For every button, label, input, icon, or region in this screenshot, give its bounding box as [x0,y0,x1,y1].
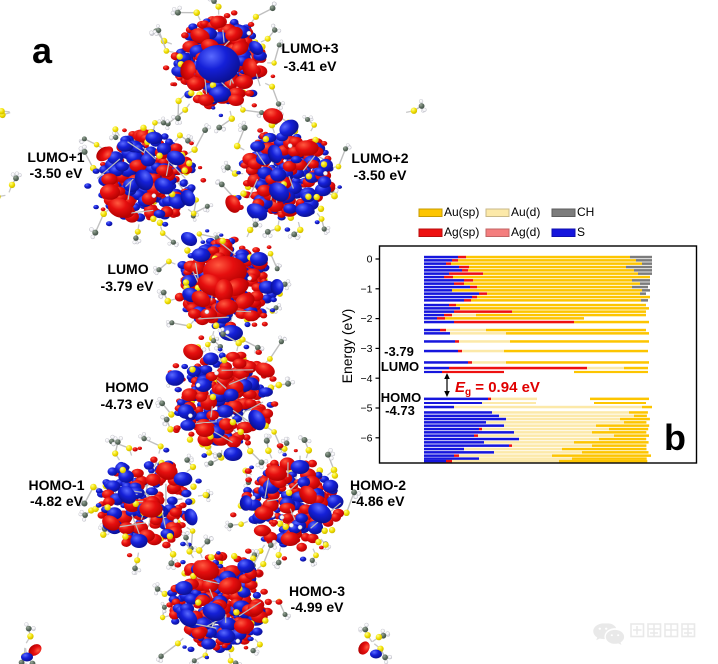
svg-text:Energy (eV): Energy (eV) [339,309,355,384]
svg-text:Ag(sp): Ag(sp) [444,225,479,239]
svg-text:S: S [577,225,585,239]
svg-text:−1: −1 [361,283,373,295]
svg-text:−4: −4 [361,373,373,385]
svg-text:0: 0 [367,254,373,266]
svg-text:-4.73: -4.73 [385,403,415,418]
svg-text:Eg = 0.94 eV: Eg = 0.94 eV [455,379,540,398]
svg-text:−3: −3 [361,343,373,355]
svg-text:-3.79: -3.79 [384,344,414,359]
svg-text:−5: −5 [361,403,373,415]
svg-text:CH: CH [577,205,594,219]
svg-text:b: b [664,417,686,458]
svg-text:−6: −6 [361,432,373,444]
svg-text:LUMO: LUMO [381,359,419,374]
svg-text:Au(d): Au(d) [511,205,540,219]
svg-text:Ag(d): Ag(d) [511,225,540,239]
svg-text:−2: −2 [361,313,373,325]
svg-text:Au(sp): Au(sp) [444,205,479,219]
svg-text:HOMO: HOMO [381,390,421,405]
